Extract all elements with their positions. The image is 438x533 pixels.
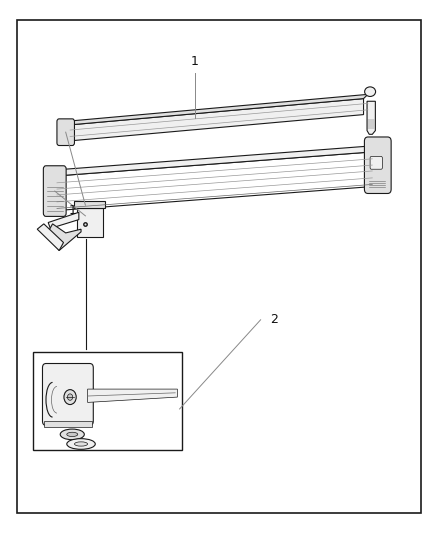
Polygon shape (57, 146, 377, 176)
Bar (33, 352, 182, 450)
Polygon shape (66, 94, 368, 125)
Polygon shape (367, 101, 375, 134)
FancyBboxPatch shape (364, 137, 391, 193)
Ellipse shape (364, 87, 376, 96)
Ellipse shape (74, 442, 88, 446)
Ellipse shape (67, 432, 78, 437)
Ellipse shape (67, 439, 95, 449)
Polygon shape (74, 201, 105, 208)
Polygon shape (48, 224, 81, 251)
Polygon shape (48, 212, 79, 228)
Text: 1: 1 (68, 204, 76, 217)
Polygon shape (57, 152, 372, 211)
Polygon shape (66, 99, 364, 141)
Circle shape (64, 390, 76, 405)
Polygon shape (37, 224, 64, 251)
Text: 2: 2 (270, 313, 278, 326)
Ellipse shape (60, 429, 84, 440)
Polygon shape (44, 421, 92, 427)
FancyBboxPatch shape (42, 364, 93, 425)
Bar (77, 208, 103, 237)
Polygon shape (88, 389, 177, 402)
FancyBboxPatch shape (57, 119, 74, 146)
Text: 1: 1 (191, 55, 199, 68)
Circle shape (67, 394, 73, 400)
FancyBboxPatch shape (370, 157, 382, 169)
FancyBboxPatch shape (43, 166, 66, 216)
